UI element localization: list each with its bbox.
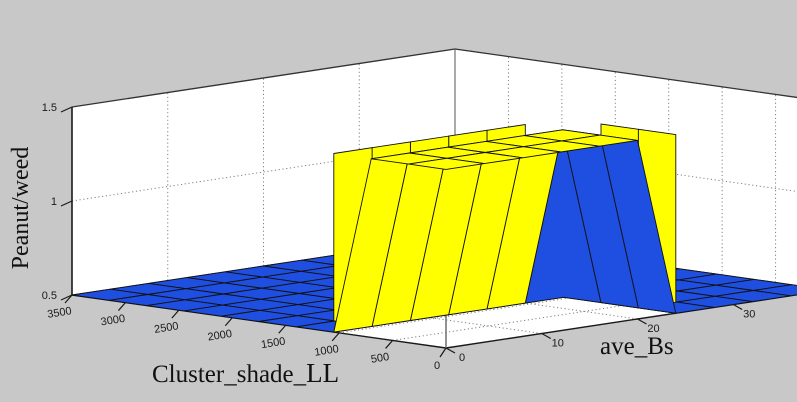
surface-mesh	[71, 123, 797, 333]
x-tick	[224, 317, 233, 327]
z-tick-label: 0.5	[42, 290, 57, 302]
x-tick	[439, 347, 447, 358]
x-tick-label: 3000	[100, 313, 126, 329]
axis-ticks	[60, 106, 743, 358]
y-tick	[541, 332, 552, 340]
x-tick	[385, 340, 394, 349]
x-tick-label: 1500	[260, 335, 286, 351]
z-tick	[60, 294, 73, 301]
z-axis-title: Peanut/weed	[4, 118, 38, 298]
z-tick	[60, 106, 73, 113]
x-tick-label: 2500	[153, 320, 179, 336]
y-tick-label: 10	[552, 338, 564, 350]
x-axis-title-main: Cluster_shade_	[152, 361, 307, 388]
x-tick	[171, 309, 180, 319]
y-tick-label: 30	[743, 309, 755, 321]
x-tick-label: 1000	[314, 343, 340, 359]
x-tick-label: 500	[370, 351, 390, 366]
box-top-edge-right	[454, 48, 797, 99]
x-tick	[278, 324, 287, 334]
x-axis-title-suffix: LL	[306, 358, 340, 388]
axis-tick-labels: 0.5 1 1.5 3500 3000 2500 2000 1500 1000 500 0 0 10 20…	[42, 102, 756, 372]
y-tick-label: 20	[647, 323, 659, 335]
x-tick	[64, 294, 73, 304]
y-tick	[637, 318, 647, 325]
z-axis-title-text: Peanut/weed	[7, 146, 34, 270]
x-tick-label: 3500	[47, 305, 73, 321]
box-top-edge-left	[71, 48, 456, 108]
x-tick	[331, 332, 340, 342]
y-tick	[732, 303, 743, 311]
y-tick-label: 0	[459, 352, 465, 364]
y-axis-title: ave_Bs	[600, 333, 674, 360]
surface-facet	[408, 157, 485, 170]
x-tick-label: 0	[434, 360, 440, 372]
z-tick-label: 1	[51, 196, 57, 208]
z-tick	[60, 200, 73, 207]
y-tick	[445, 347, 456, 354]
x-axis-title: Cluster_shade_LL	[152, 358, 339, 389]
z-tick-label: 1.5	[42, 102, 57, 114]
x-tick-label: 2000	[207, 328, 233, 344]
x-tick	[117, 302, 126, 311]
